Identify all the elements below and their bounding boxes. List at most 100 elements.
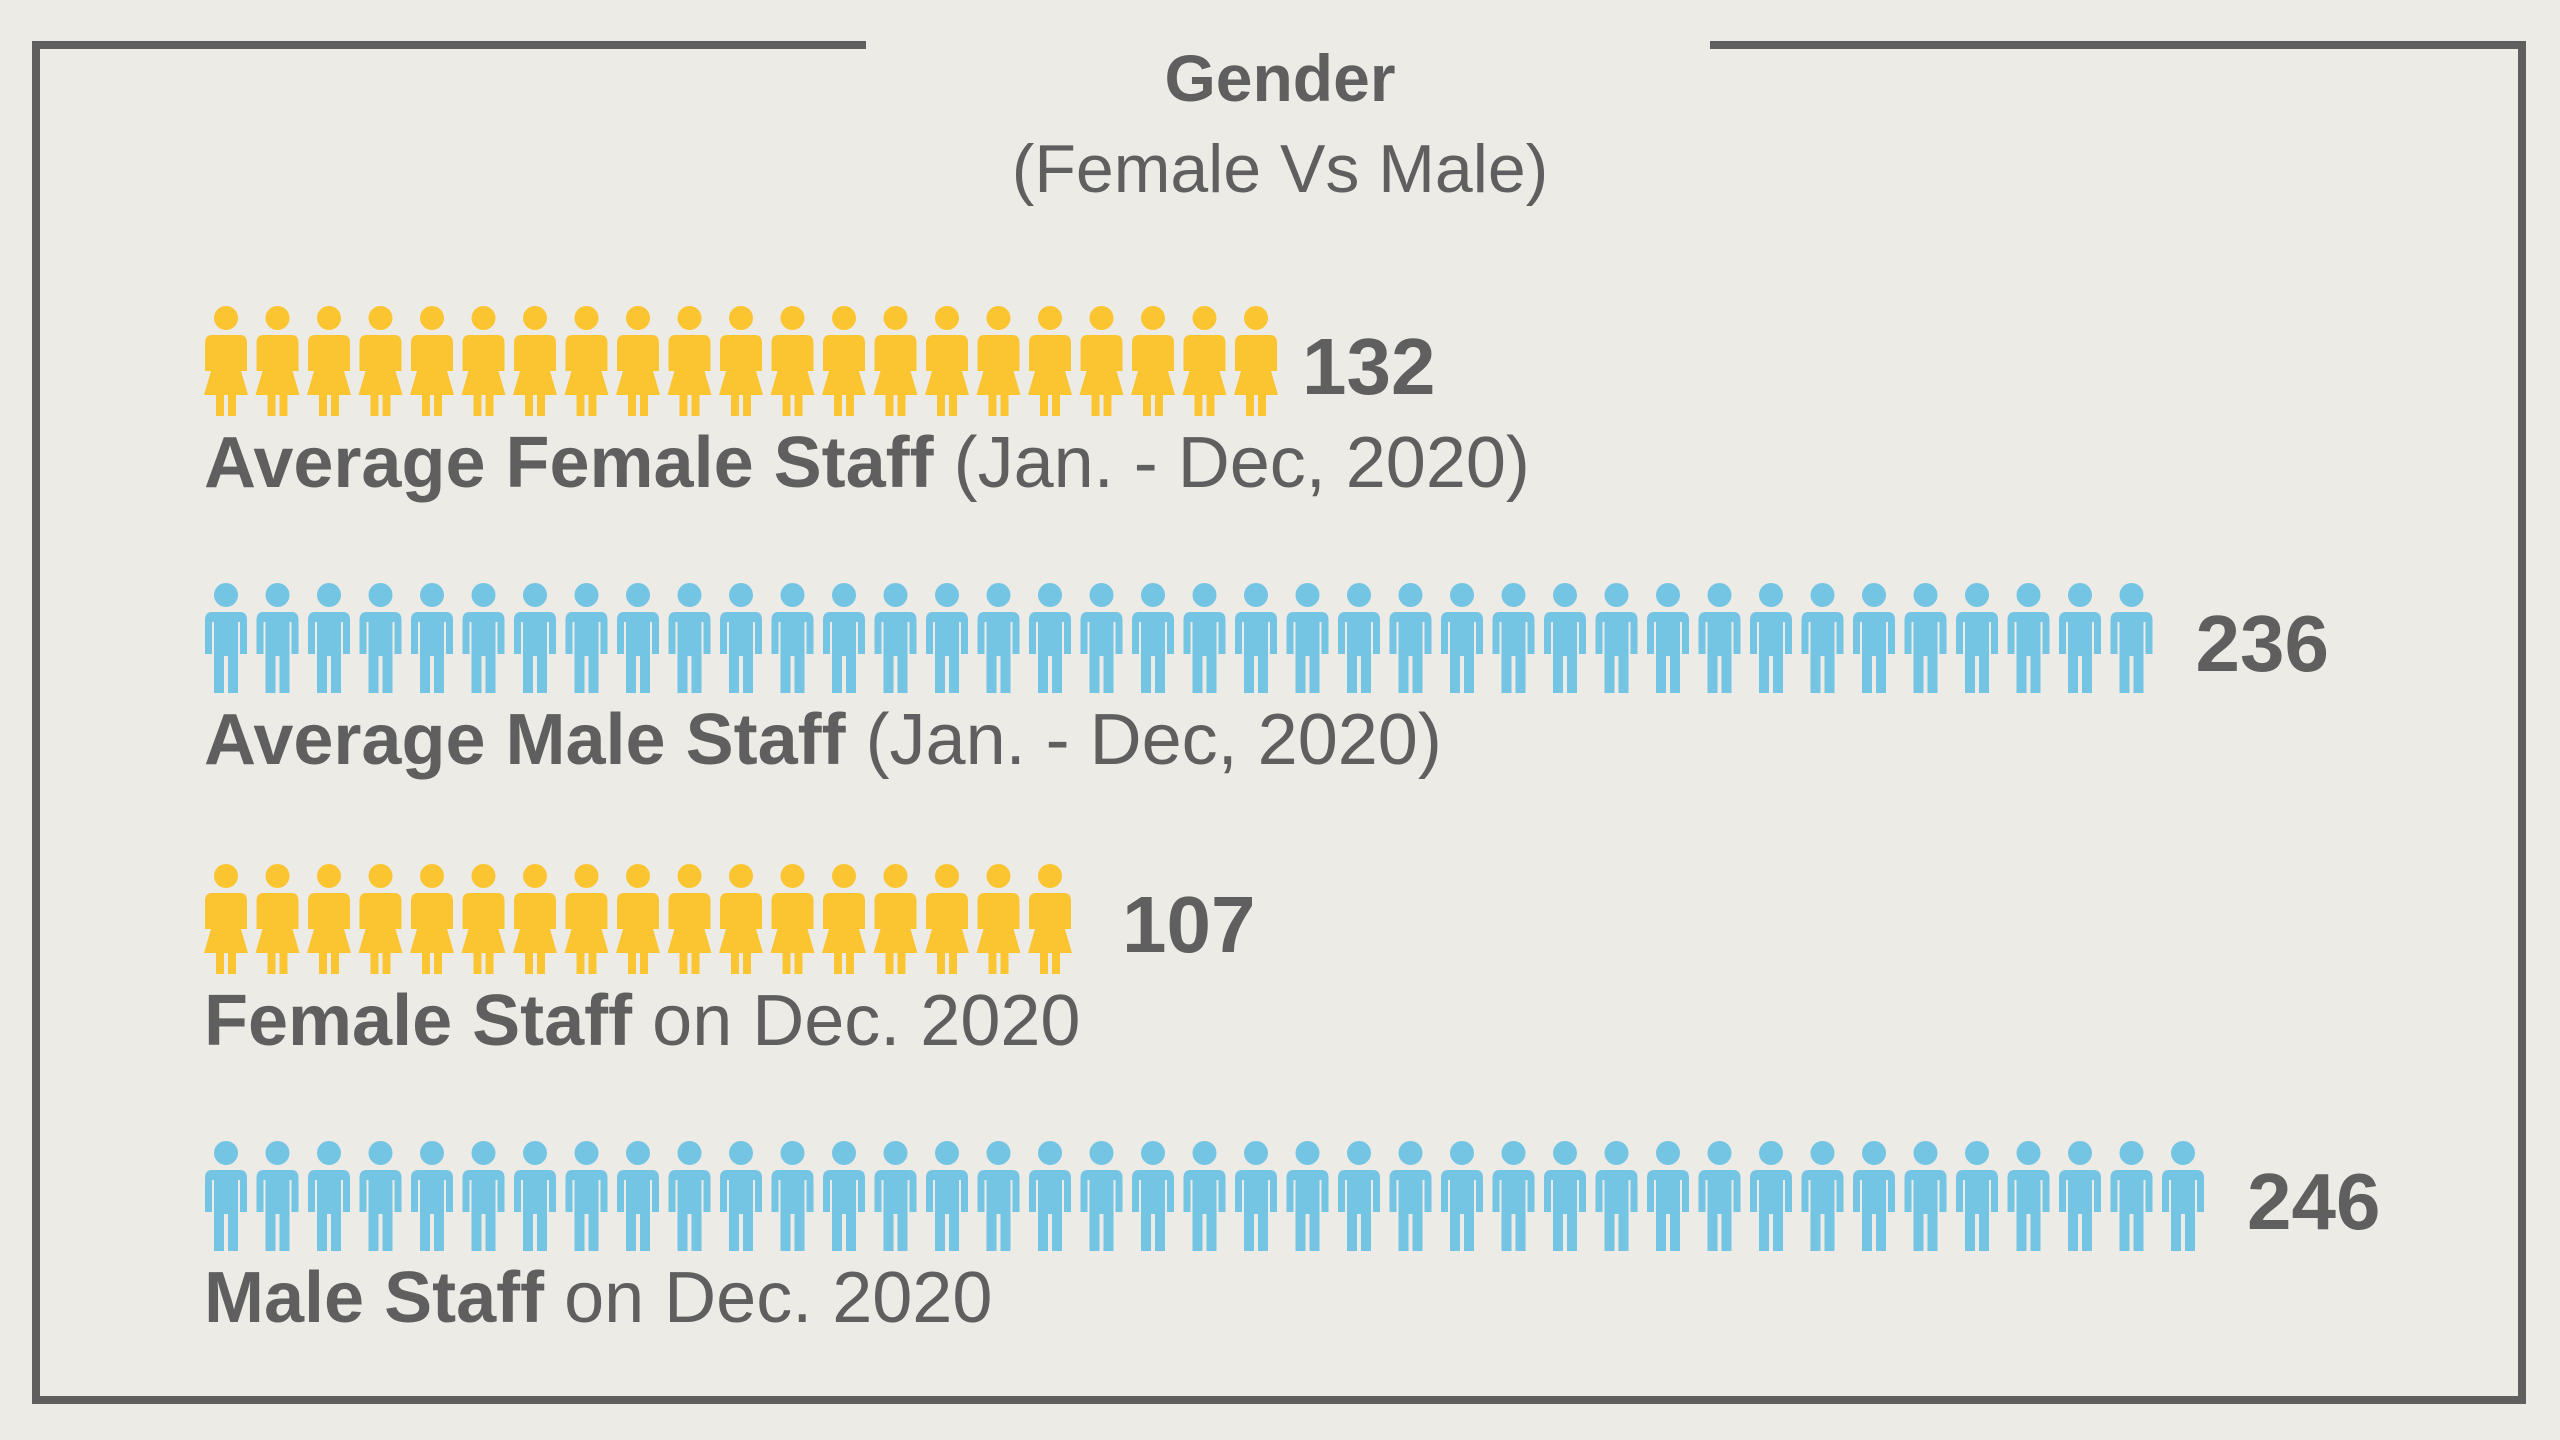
row-label: Average Male Staff (Jan. - Dec, 2020) xyxy=(204,704,1442,776)
row-label-rest: on Dec. 2020 xyxy=(544,1258,993,1338)
female-person-icon xyxy=(461,306,506,416)
male-person-icon xyxy=(1286,1141,1329,1251)
icon-row xyxy=(204,306,1278,416)
male-person-icon xyxy=(514,1141,556,1251)
female-person-icon xyxy=(1234,306,1278,416)
male-person-icon xyxy=(823,583,865,693)
male-person-icon xyxy=(771,583,814,693)
female-person-icon xyxy=(925,864,969,974)
female-person-icon xyxy=(204,306,248,416)
male-person-icon xyxy=(617,583,659,693)
male-person-icon xyxy=(2007,1141,2050,1251)
male-person-icon xyxy=(1338,583,1380,693)
male-person-icon xyxy=(2007,583,2050,693)
female-person-icon xyxy=(204,864,248,974)
male-person-icon xyxy=(874,1141,917,1251)
icon-row xyxy=(204,864,1072,974)
male-person-icon xyxy=(2110,583,2153,693)
male-person-icon xyxy=(1904,1141,1947,1251)
female-person-icon xyxy=(1131,306,1175,416)
female-person-icon xyxy=(976,864,1021,974)
female-person-icon xyxy=(976,306,1021,416)
female-person-icon xyxy=(564,864,609,974)
female-person-icon xyxy=(564,306,609,416)
male-person-icon xyxy=(1338,1141,1380,1251)
male-person-icon xyxy=(462,583,505,693)
female-person-icon xyxy=(307,864,351,974)
male-person-icon xyxy=(1492,583,1535,693)
male-person-icon xyxy=(359,1141,402,1251)
female-person-icon xyxy=(1028,864,1072,974)
male-person-icon xyxy=(411,1141,453,1251)
male-person-icon xyxy=(1183,1141,1226,1251)
male-person-icon xyxy=(1389,583,1432,693)
female-person-icon xyxy=(358,864,403,974)
male-person-icon xyxy=(1801,583,1844,693)
male-person-icon xyxy=(411,583,453,693)
row-label-bold: Average Female Staff xyxy=(204,423,934,503)
male-person-icon xyxy=(1595,1141,1638,1251)
male-person-icon xyxy=(1698,583,1741,693)
female-person-icon xyxy=(461,864,506,974)
female-person-icon xyxy=(307,306,351,416)
male-person-icon xyxy=(1132,1141,1174,1251)
male-person-icon xyxy=(514,583,556,693)
male-person-icon xyxy=(1389,1141,1432,1251)
row-label-bold: Average Male Staff xyxy=(204,700,846,780)
female-person-icon xyxy=(616,864,660,974)
male-person-icon xyxy=(926,1141,968,1251)
female-person-icon xyxy=(255,306,300,416)
female-person-icon xyxy=(719,864,763,974)
male-person-icon xyxy=(668,583,711,693)
male-person-icon xyxy=(1801,1141,1844,1251)
male-person-icon xyxy=(308,1141,350,1251)
male-person-icon xyxy=(617,1141,659,1251)
row-label: Female Staff on Dec. 2020 xyxy=(204,985,1080,1057)
male-person-icon xyxy=(1853,583,1895,693)
male-person-icon xyxy=(1853,1141,1895,1251)
male-person-icon xyxy=(565,583,608,693)
male-person-icon xyxy=(1595,583,1638,693)
data-label: 246 xyxy=(2247,1157,2381,1246)
male-person-icon xyxy=(2162,1141,2204,1251)
female-person-icon xyxy=(719,306,763,416)
row-label-rest: (Jan. - Dec, 2020) xyxy=(845,700,1442,780)
female-person-icon xyxy=(770,864,815,974)
male-person-icon xyxy=(874,583,917,693)
female-person-icon xyxy=(1182,306,1227,416)
female-person-icon xyxy=(873,306,918,416)
female-person-icon xyxy=(358,306,403,416)
row-label-rest: on Dec. 2020 xyxy=(632,981,1081,1061)
male-person-icon xyxy=(1647,1141,1689,1251)
row-label-bold: Male Staff xyxy=(204,1258,545,1338)
male-person-icon xyxy=(1956,1141,1998,1251)
row-label: Average Female Staff (Jan. - Dec, 2020) xyxy=(204,427,1530,499)
female-person-icon xyxy=(1079,306,1124,416)
male-person-icon xyxy=(771,1141,814,1251)
male-person-icon xyxy=(2059,583,2101,693)
male-person-icon xyxy=(1235,1141,1277,1251)
male-person-icon xyxy=(1750,583,1792,693)
male-person-icon xyxy=(2059,1141,2101,1251)
row-label-rest: (Jan. - Dec, 2020) xyxy=(933,423,1530,503)
female-person-icon xyxy=(513,864,557,974)
male-person-icon xyxy=(1183,583,1226,693)
male-person-icon xyxy=(823,1141,865,1251)
male-person-icon xyxy=(205,1141,247,1251)
male-person-icon xyxy=(1235,583,1277,693)
male-person-icon xyxy=(926,583,968,693)
male-person-icon xyxy=(1544,583,1586,693)
row-label: Male Staff on Dec. 2020 xyxy=(204,1262,992,1334)
male-person-icon xyxy=(205,583,247,693)
female-person-icon xyxy=(1028,306,1072,416)
chart-subtitle: (Female Vs Male) xyxy=(1011,131,1549,207)
male-person-icon xyxy=(1286,583,1329,693)
male-person-icon xyxy=(1080,583,1123,693)
female-person-icon xyxy=(667,864,712,974)
male-person-icon xyxy=(977,1141,1020,1251)
female-person-icon xyxy=(667,306,712,416)
data-label: 132 xyxy=(1302,322,1436,411)
male-person-icon xyxy=(256,1141,299,1251)
male-person-icon xyxy=(1132,583,1174,693)
male-person-icon xyxy=(256,583,299,693)
